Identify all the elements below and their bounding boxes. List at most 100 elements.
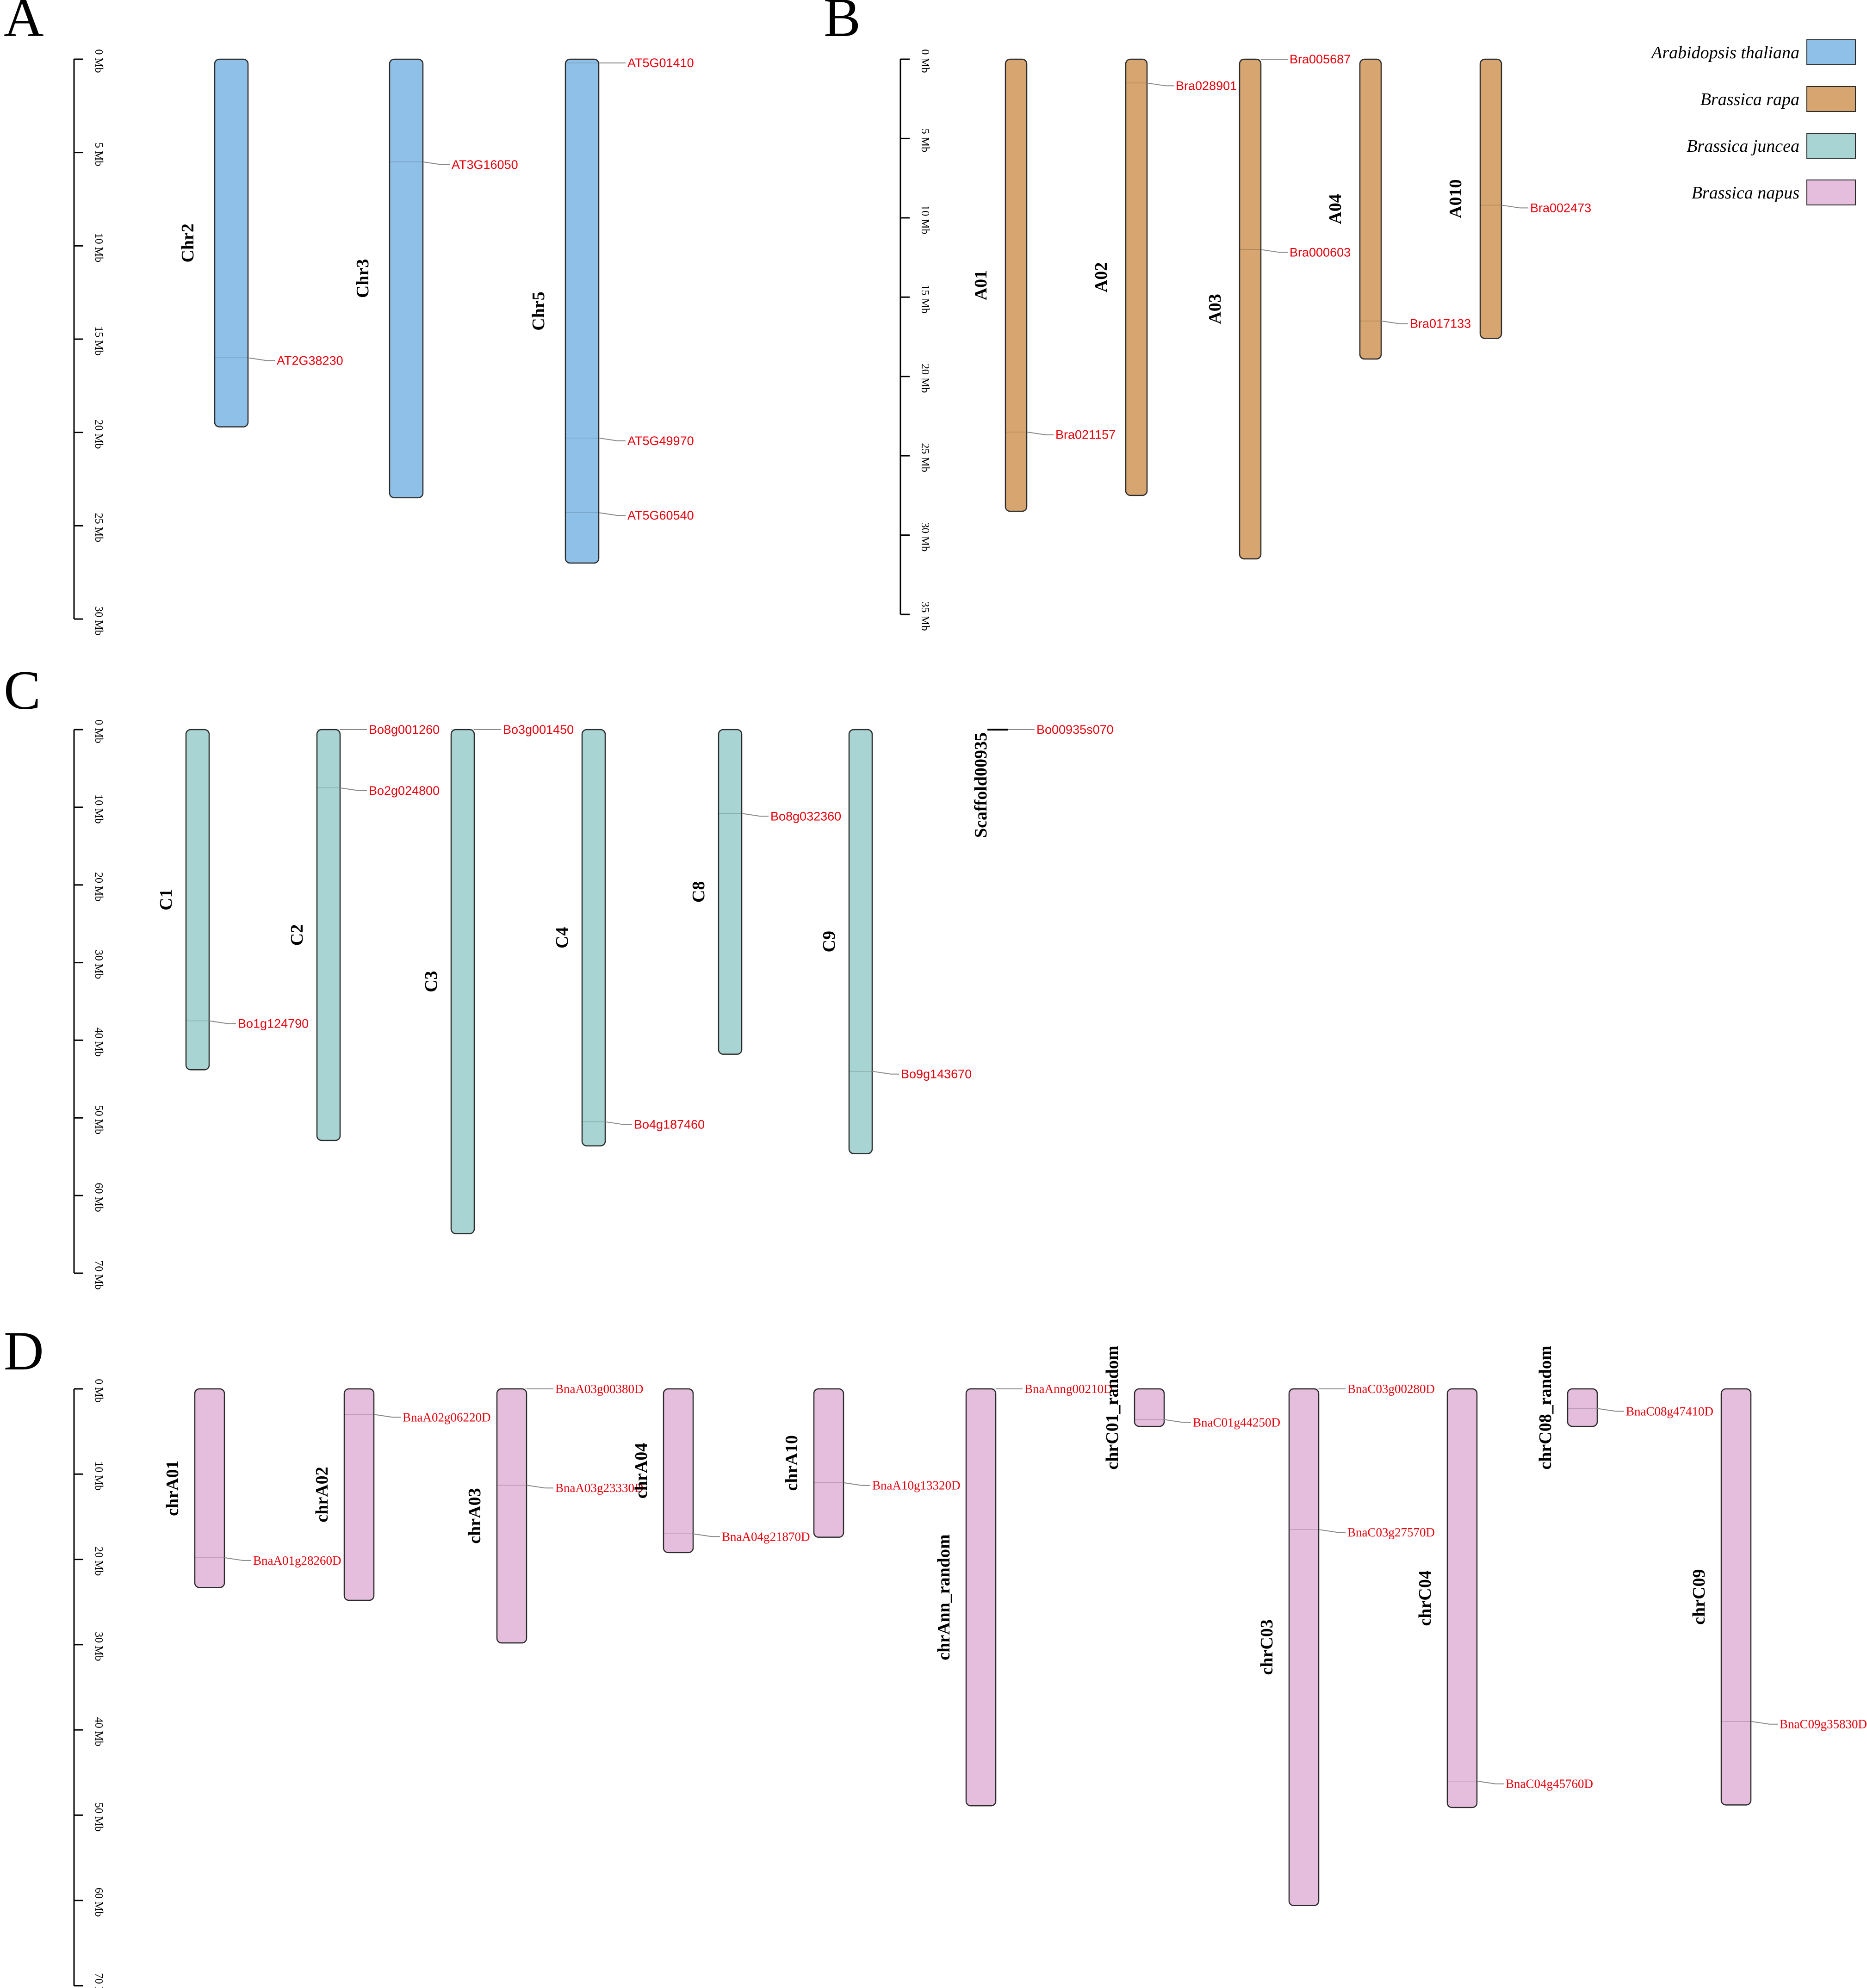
- gene-label-bnac03g00280d: BnaC03g00280D: [1347, 1382, 1435, 1396]
- gene-leader-line: [373, 1414, 401, 1418]
- chromosome-label: Chr2: [178, 223, 198, 262]
- scale-tick-label: 30 Mb: [93, 1632, 105, 1661]
- chromosome-bar: [194, 1388, 225, 1588]
- gene-leader-line: [340, 787, 367, 791]
- chromosome-chra03: chrA03 BnaA03g00380D BnaA03g23330D: [465, 1382, 644, 1644]
- chromosome-c9: C9 Bo9g143670: [819, 729, 972, 1154]
- chromosome-a02: A02 Bra028901: [1092, 58, 1237, 496]
- gene-label-bo9g143670: Bo9g143670: [901, 1067, 972, 1081]
- gene-leader-line: [741, 813, 769, 817]
- chromosome-bar: [1479, 58, 1502, 339]
- chromosome-chra04: chrA04 BnaA04g21870D: [632, 1388, 810, 1554]
- chromosome-bar: [1720, 1388, 1752, 1806]
- gene-label-bo8g001260: Bo8g001260: [369, 723, 440, 737]
- gene-label-bnaa01g28260d: BnaA01g28260D: [253, 1554, 341, 1567]
- chromosome-bar: [214, 58, 249, 427]
- chromosome-bar: [1134, 1388, 1165, 1427]
- legend-item-brassica-rapa: Brassica rapa: [1700, 86, 1856, 112]
- chromosome-label: Chr3: [353, 259, 372, 298]
- panels-layer: A 0 Mb 5 Mb 10 Mb 15 Mb 20 Mb 25 Mb 30 Mb Chr2 AT…: [4, 0, 1867, 1988]
- chromosome-bar: [564, 58, 600, 564]
- gene-label-bo1g124790: Bo1g124790: [238, 1016, 309, 1030]
- gene-leader-line: [1381, 320, 1408, 324]
- scale-tick-label: 0 Mb: [93, 49, 105, 73]
- chromosome-c1: C1 Bo1g124790: [156, 729, 309, 1071]
- chromosome-bar: [389, 58, 424, 499]
- chromosome-chra10: chrA10 BnaA10g13320D: [782, 1388, 961, 1538]
- chromosome-bar: [663, 1388, 694, 1554]
- chromosome-chrc08-random: chrC08_random BnaC08g47410D: [1536, 1345, 1713, 1469]
- panel-label-c: C: [4, 659, 41, 721]
- chromosome-chrc03: chrC03 BnaC03g00280D BnaC03g27570D: [1257, 1382, 1435, 1907]
- chromosome-bar: [1239, 58, 1262, 560]
- chromosome-label: chrA01: [163, 1461, 182, 1516]
- gene-label-bnac03g27570d: BnaC03g27570D: [1347, 1525, 1435, 1539]
- chromosome-label: C1: [156, 889, 176, 910]
- chromosome-label: C2: [287, 924, 307, 946]
- chromosome-a04: A04 Bra017133: [1326, 58, 1471, 360]
- scale-tick-label: 20 Mb: [93, 1547, 105, 1576]
- scale-tick-label: 60 Mb: [93, 1888, 105, 1917]
- gene-leader-line: [843, 1482, 870, 1486]
- chromosome-c3: C3 Bo3g001450: [422, 723, 574, 1234]
- chromosome-label: C3: [422, 971, 441, 992]
- gene-leader-line: [1318, 1529, 1346, 1533]
- gene-label-bnac04g45760d: BnaC04g45760D: [1506, 1777, 1593, 1791]
- gene-leader-line: [1501, 204, 1528, 209]
- scale-tick-label: 15 Mb: [919, 285, 931, 314]
- scale-tick-label: 10 Mb: [93, 233, 105, 262]
- scale-tick-label: 15 Mb: [93, 326, 105, 355]
- scale-tick-label: 5 Mb: [919, 129, 931, 152]
- chromosome-bar: [316, 729, 341, 1141]
- gene-label-at5g60540: AT5G60540: [627, 508, 694, 522]
- scale-tick-label: 20 Mb: [919, 364, 931, 393]
- gene-label-bnaa04g21870d: BnaA04g21870D: [722, 1530, 810, 1543]
- gene-leader-line: [1164, 1419, 1191, 1423]
- chromosome-chrc01-random: chrC01_random BnaC01g44250D: [1103, 1345, 1280, 1469]
- scale-tick-label: 50 Mb: [93, 1105, 105, 1134]
- gene-label-bo00935s070: Bo00935s070: [1036, 723, 1114, 737]
- scale-tick-label: 25 Mb: [93, 513, 105, 542]
- chromosome-bar: [1005, 58, 1028, 512]
- gene-label-at5g49970: AT5G49970: [627, 434, 694, 448]
- chromosome-bar: [185, 729, 210, 1071]
- legend-label: Brassica juncea: [1687, 136, 1799, 156]
- gene-label-bo4g187460: Bo4g187460: [634, 1118, 705, 1132]
- gene-label-bnac01g44250d: BnaC01g44250D: [1193, 1415, 1280, 1429]
- chromosome-chrc09: chrC09 BnaC09g35830D: [1689, 1388, 1867, 1806]
- gene-label-bo2g024800: Bo2g024800: [369, 784, 440, 798]
- chromosome-bar: [718, 729, 743, 1055]
- legend-label: Brassica rapa: [1700, 90, 1799, 109]
- panel-a: A 0 Mb 5 Mb 10 Mb 15 Mb 20 Mb 25 Mb 30 Mb Chr2 AT…: [4, 0, 694, 636]
- scale-tick-label: 30 Mb: [93, 950, 105, 979]
- scale-tick-label: 10 Mb: [93, 794, 105, 824]
- scale-tick-label: 0 Mb: [93, 1379, 105, 1402]
- legend-item-brassica-napus: Brassica napus: [1692, 180, 1856, 205]
- chromosome-label: chrC09: [1689, 1569, 1709, 1625]
- panel-label-a: A: [4, 0, 44, 48]
- gene-leader-line: [693, 1533, 720, 1537]
- chromosome-label: chrA03: [465, 1488, 484, 1543]
- chromosome-label: chrA02: [312, 1467, 332, 1522]
- chromosome-bar: [813, 1388, 844, 1538]
- gene-leader-line: [1147, 82, 1174, 87]
- chromosome-bar: [1288, 1388, 1320, 1907]
- chromosome-label: A01: [971, 270, 991, 300]
- gene-leader-line: [872, 1071, 899, 1075]
- chromosome-scaffold00935: Scaffold00935 Bo00935s070: [971, 723, 1114, 838]
- chromosome-label: C4: [552, 927, 572, 948]
- scale-tick-label: 25 Mb: [919, 443, 931, 472]
- chromosome-bar: [450, 729, 475, 1234]
- gene-leader-line: [1026, 431, 1054, 435]
- scale-tick-label: 70 Mb: [93, 1973, 105, 1988]
- gene-label-bnaa03g00380d: BnaA03g00380D: [555, 1382, 644, 1396]
- chromosome-label: chrAnn_random: [934, 1534, 954, 1660]
- chromosome-bar: [343, 1388, 375, 1601]
- legend-item-brassica-juncea: Brassica juncea: [1687, 133, 1856, 159]
- scale-tick-label: 0 Mb: [93, 719, 105, 743]
- gene-label-bnac08g47410d: BnaC08g47410D: [1626, 1404, 1713, 1418]
- chromosome-label: chrC08_random: [1536, 1345, 1555, 1469]
- panel-label-d: D: [4, 1320, 44, 1381]
- chromosome-bar: [965, 1388, 997, 1807]
- gene-leader-line: [1750, 1721, 1778, 1725]
